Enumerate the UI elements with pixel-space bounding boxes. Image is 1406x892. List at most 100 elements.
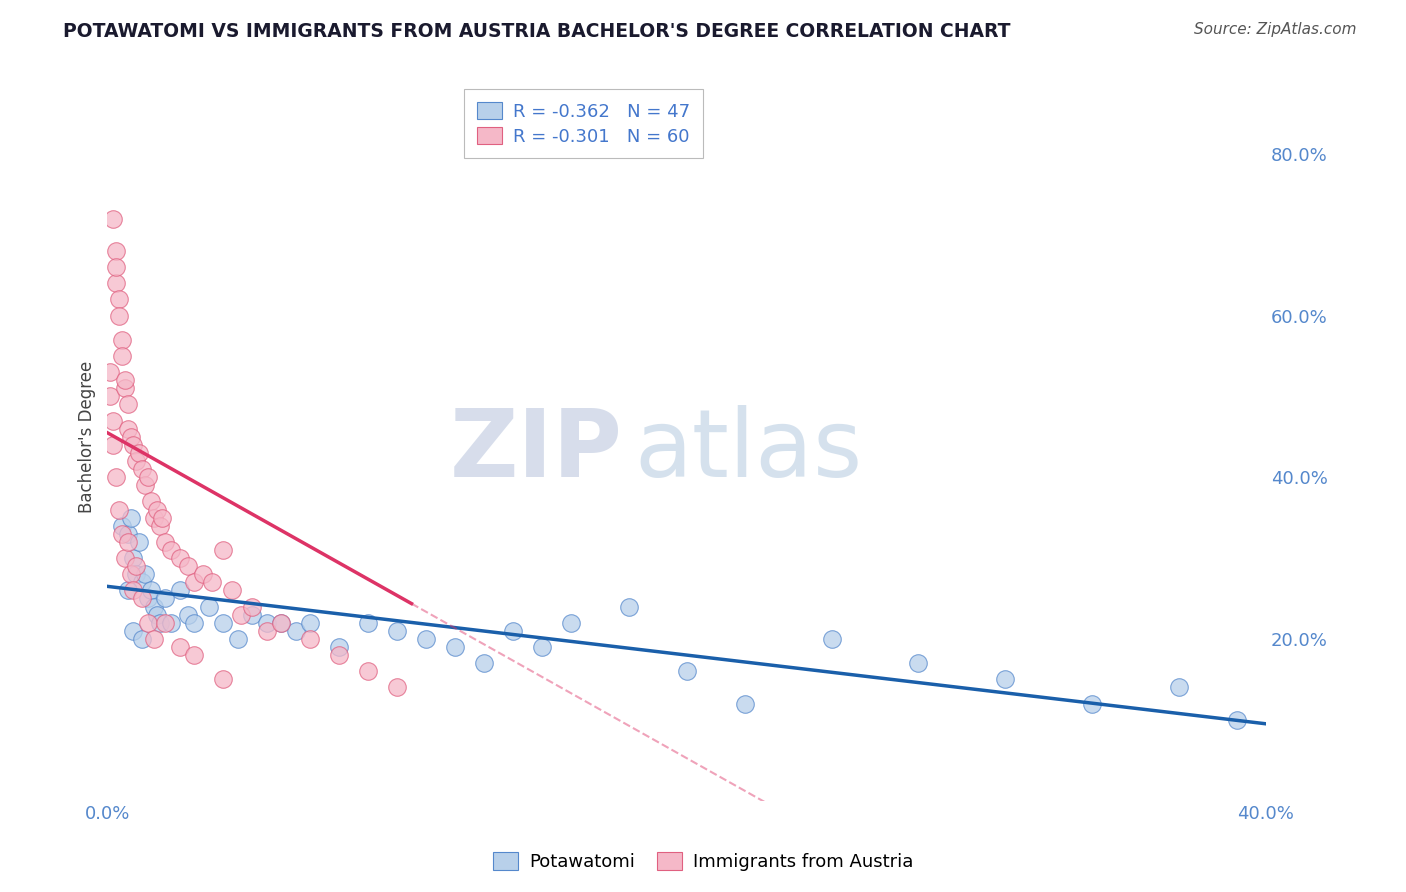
- Point: [136, 470, 159, 484]
- Point: [136, 615, 159, 630]
- Point: [142, 632, 165, 646]
- Point: [134, 567, 156, 582]
- Y-axis label: Bachelor's Degree: Bachelor's Degree: [79, 360, 96, 513]
- Point: [114, 381, 136, 395]
- Text: ZIP: ZIP: [450, 405, 623, 498]
- Point: [125, 567, 148, 582]
- Point: [111, 526, 134, 541]
- Point: [299, 615, 322, 630]
- Point: [444, 640, 467, 654]
- Point: [415, 632, 437, 646]
- Point: [183, 648, 205, 662]
- Point: [111, 518, 134, 533]
- Point: [212, 615, 235, 630]
- Point: [299, 632, 322, 646]
- Point: [131, 462, 153, 476]
- Point: [820, 632, 842, 646]
- Point: [212, 543, 235, 558]
- Point: [907, 656, 929, 670]
- Point: [117, 526, 139, 541]
- Point: [155, 615, 177, 630]
- Point: [145, 502, 167, 516]
- Point: [284, 624, 307, 638]
- Text: atlas: atlas: [634, 405, 863, 498]
- Point: [221, 583, 243, 598]
- Point: [105, 260, 128, 274]
- Point: [128, 446, 150, 460]
- Point: [152, 510, 174, 524]
- Point: [675, 665, 697, 679]
- Point: [148, 518, 170, 533]
- Point: [125, 559, 148, 574]
- Point: [128, 535, 150, 549]
- Point: [148, 615, 170, 630]
- Point: [160, 543, 183, 558]
- Point: [114, 551, 136, 566]
- Point: [328, 640, 350, 654]
- Point: [101, 438, 124, 452]
- Point: [101, 414, 124, 428]
- Point: [1226, 713, 1249, 727]
- Point: [183, 615, 205, 630]
- Point: [117, 535, 139, 549]
- Point: [530, 640, 553, 654]
- Point: [145, 607, 167, 622]
- Point: [357, 665, 380, 679]
- Point: [120, 430, 142, 444]
- Point: [155, 535, 177, 549]
- Point: [994, 673, 1017, 687]
- Point: [617, 599, 640, 614]
- Point: [108, 502, 131, 516]
- Point: [226, 632, 249, 646]
- Point: [240, 599, 263, 614]
- Point: [120, 567, 142, 582]
- Point: [117, 583, 139, 598]
- Text: Source: ZipAtlas.com: Source: ZipAtlas.com: [1194, 22, 1357, 37]
- Point: [385, 624, 408, 638]
- Point: [270, 615, 292, 630]
- Point: [160, 615, 183, 630]
- Point: [472, 656, 495, 670]
- Point: [197, 599, 219, 614]
- Point: [560, 615, 582, 630]
- Point: [183, 575, 205, 590]
- Point: [201, 575, 224, 590]
- Point: [139, 494, 162, 508]
- Point: [122, 583, 145, 598]
- Point: [131, 632, 153, 646]
- Point: [502, 624, 524, 638]
- Point: [385, 681, 408, 695]
- Point: [139, 583, 162, 598]
- Point: [111, 349, 134, 363]
- Point: [131, 575, 153, 590]
- Point: [122, 438, 145, 452]
- Point: [136, 591, 159, 606]
- Point: [734, 697, 756, 711]
- Point: [191, 567, 214, 582]
- Point: [142, 599, 165, 614]
- Text: POTAWATOMI VS IMMIGRANTS FROM AUSTRIA BACHELOR'S DEGREE CORRELATION CHART: POTAWATOMI VS IMMIGRANTS FROM AUSTRIA BA…: [63, 22, 1011, 41]
- Point: [134, 478, 156, 492]
- Point: [114, 373, 136, 387]
- Point: [108, 309, 131, 323]
- Point: [1081, 697, 1104, 711]
- Point: [270, 615, 292, 630]
- Point: [169, 551, 191, 566]
- Point: [177, 607, 200, 622]
- Point: [177, 559, 200, 574]
- Point: [108, 293, 131, 307]
- Point: [105, 244, 128, 258]
- Point: [256, 624, 278, 638]
- Point: [105, 276, 128, 290]
- Point: [229, 607, 252, 622]
- Point: [212, 673, 235, 687]
- Point: [111, 333, 134, 347]
- Point: [105, 470, 128, 484]
- Point: [328, 648, 350, 662]
- Point: [357, 615, 380, 630]
- Point: [256, 615, 278, 630]
- Point: [98, 365, 121, 379]
- Point: [117, 422, 139, 436]
- Legend: R = -0.362   N = 47, R = -0.301   N = 60: R = -0.362 N = 47, R = -0.301 N = 60: [464, 89, 703, 159]
- Point: [142, 510, 165, 524]
